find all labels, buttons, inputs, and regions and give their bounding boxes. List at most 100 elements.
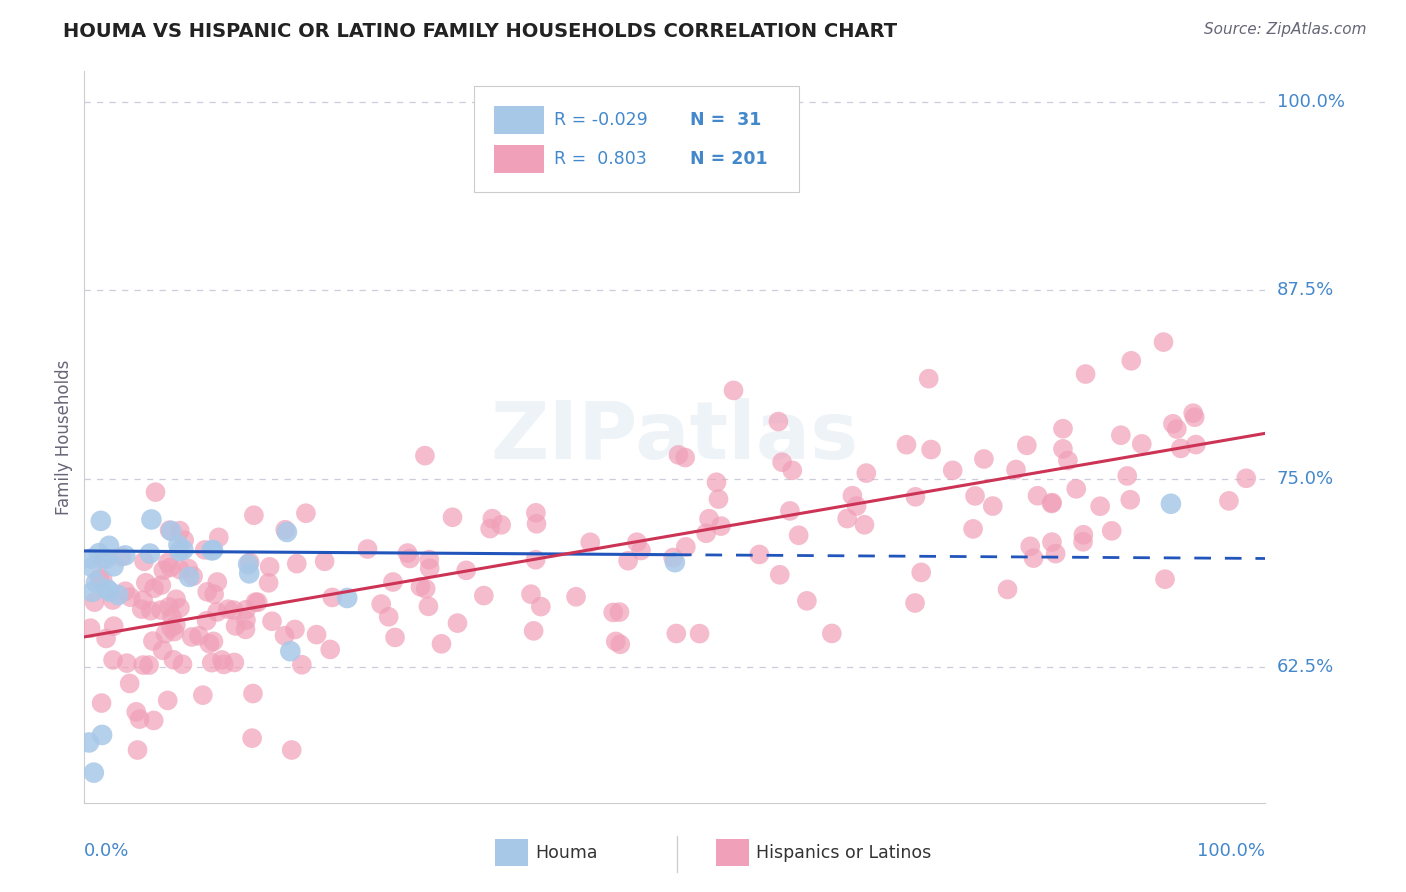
Text: Houma: Houma	[536, 844, 598, 862]
Point	[707, 492, 730, 507]
Point	[920, 442, 942, 457]
Point	[84, 575, 107, 590]
Point	[796, 594, 818, 608]
Point	[208, 530, 231, 544]
Point	[605, 634, 627, 648]
Point	[160, 610, 183, 624]
Point	[131, 602, 153, 616]
Point	[602, 606, 624, 620]
Point	[973, 452, 995, 467]
Point	[1130, 437, 1153, 451]
Point	[787, 528, 810, 542]
Point	[83, 765, 105, 780]
Point	[98, 584, 121, 599]
Point	[240, 731, 263, 746]
Point	[942, 463, 965, 477]
Point	[626, 535, 648, 549]
Point	[143, 582, 166, 596]
Point	[1052, 422, 1074, 436]
Point	[710, 519, 733, 533]
Point	[1040, 535, 1063, 549]
Point	[202, 634, 225, 648]
Point	[853, 517, 876, 532]
Point	[418, 552, 440, 566]
Point	[356, 541, 378, 556]
Point	[235, 603, 257, 617]
Point	[156, 556, 179, 570]
Point	[472, 589, 495, 603]
Point	[152, 643, 174, 657]
Point	[370, 597, 392, 611]
Point	[152, 563, 174, 577]
Point	[479, 522, 502, 536]
FancyBboxPatch shape	[716, 838, 749, 866]
Point	[172, 657, 194, 672]
Point	[689, 626, 711, 640]
Point	[780, 463, 803, 477]
Point	[314, 554, 336, 568]
Point	[1101, 524, 1123, 538]
Point	[384, 631, 406, 645]
Point	[138, 658, 160, 673]
Point	[1184, 410, 1206, 425]
Point	[675, 540, 697, 554]
Text: 75.0%: 75.0%	[1277, 469, 1334, 488]
Text: 100.0%: 100.0%	[1198, 842, 1265, 860]
Point	[276, 524, 298, 539]
Point	[194, 542, 217, 557]
Point	[918, 372, 941, 386]
Point	[156, 693, 179, 707]
Point	[430, 637, 453, 651]
Point	[1166, 422, 1188, 436]
Point	[260, 614, 283, 628]
Point	[103, 559, 125, 574]
Point	[94, 632, 117, 646]
Point	[198, 637, 221, 651]
Point	[207, 574, 229, 589]
Point	[159, 523, 181, 537]
Point	[855, 466, 877, 480]
Point	[396, 546, 419, 560]
Point	[110, 549, 132, 564]
Point	[91, 728, 114, 742]
Point	[217, 602, 239, 616]
Point	[418, 599, 440, 614]
Point	[456, 563, 478, 577]
Point	[981, 499, 1004, 513]
Point	[82, 585, 104, 599]
Point	[180, 630, 202, 644]
Point	[80, 560, 103, 574]
Text: Source: ZipAtlas.com: Source: ZipAtlas.com	[1204, 22, 1367, 37]
Point	[165, 592, 187, 607]
Point	[107, 588, 129, 602]
Point	[1218, 494, 1240, 508]
Point	[1005, 462, 1028, 476]
Point	[481, 511, 503, 525]
Text: N =  31: N = 31	[690, 112, 762, 129]
Point	[201, 656, 224, 670]
Text: 100.0%: 100.0%	[1277, 93, 1344, 111]
Point	[377, 609, 399, 624]
Point	[120, 591, 142, 605]
Point	[530, 599, 553, 614]
Point	[1170, 442, 1192, 456]
Point	[195, 584, 218, 599]
Point	[90, 514, 112, 528]
Point	[409, 580, 432, 594]
Point	[1052, 442, 1074, 456]
Point	[257, 575, 280, 590]
Point	[665, 626, 688, 640]
FancyBboxPatch shape	[494, 106, 544, 135]
Text: HOUMA VS HISPANIC OR LATINO FAMILY HOUSEHOLDS CORRELATION CHART: HOUMA VS HISPANIC OR LATINO FAMILY HOUSE…	[63, 22, 897, 41]
FancyBboxPatch shape	[495, 838, 529, 866]
Point	[1074, 367, 1097, 381]
Point	[150, 603, 173, 617]
Point	[1015, 438, 1038, 452]
Point	[157, 599, 180, 614]
Point	[139, 547, 162, 561]
Point	[706, 475, 728, 490]
Point	[617, 554, 640, 568]
Point	[285, 557, 308, 571]
Point	[1057, 453, 1080, 467]
Text: Hispanics or Latinos: Hispanics or Latinos	[756, 844, 932, 862]
